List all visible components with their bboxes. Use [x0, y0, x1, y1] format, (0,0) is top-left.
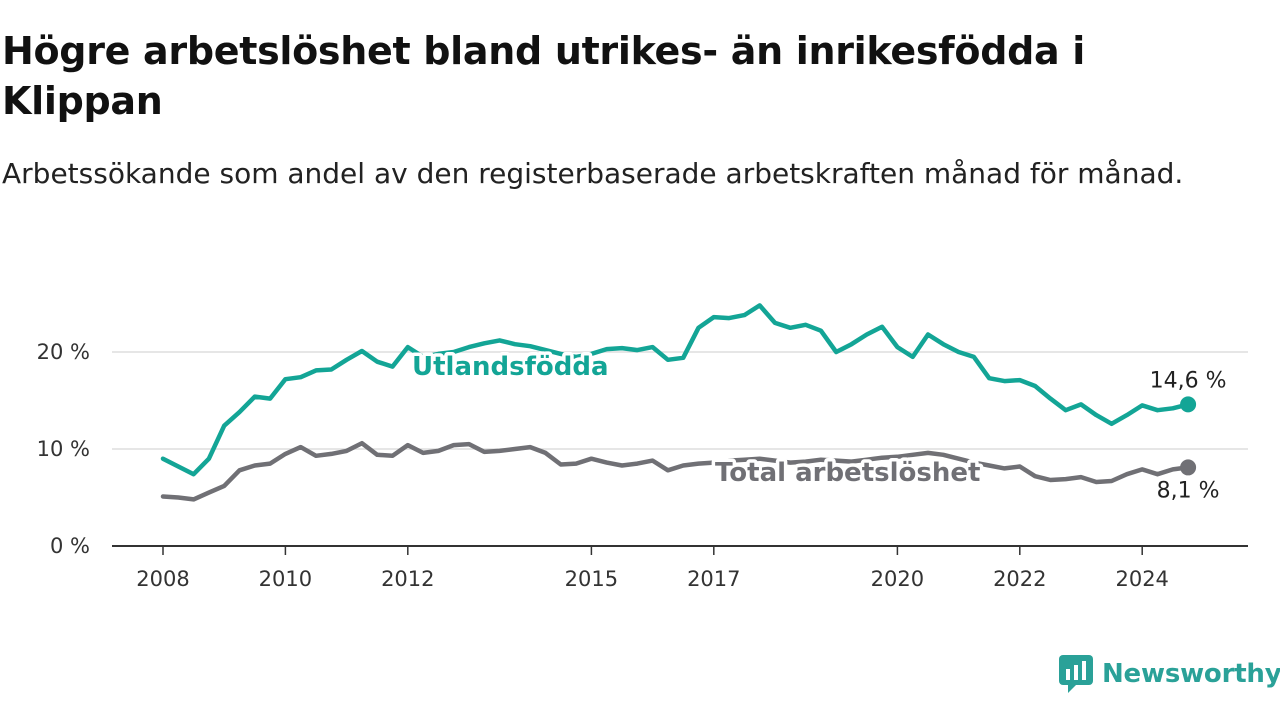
chart-subtitle: Arbetssökande som andel av den registerb…: [2, 157, 1184, 190]
end-markers: 14,6 % 8,1 %: [1150, 368, 1227, 503]
x-tick-label: 2012: [381, 567, 434, 591]
y-tick-label: 0 %: [50, 534, 90, 558]
brand-name: Newsworthy: [1102, 659, 1280, 689]
series-label-1: Total arbetslöshet: [715, 458, 980, 488]
x-tick-label: 2008: [136, 567, 189, 591]
x-tick-label: 2015: [565, 567, 618, 591]
series-line-1: [160, 440, 1191, 502]
series-label-0: Utlandsfödda: [412, 352, 609, 382]
x-tick-label: 2017: [687, 567, 740, 591]
x-tick-label: 2020: [871, 567, 924, 591]
series-lines: [160, 303, 1191, 502]
y-axis-labels: 0 % 10 % 20 %: [37, 340, 90, 558]
x-axis-ticks: 2008 2010 2012 2015 2017 2020 2022 2024: [136, 546, 1169, 591]
newsworthy-brand[interactable]: Newsworthy: [1058, 654, 1280, 694]
x-tick-label: 2022: [993, 567, 1046, 591]
series-label-halo-1: Total arbetslöshet: [715, 458, 980, 488]
end-value-label-1: 8,1 %: [1157, 478, 1220, 503]
series-label-halo-0: Utlandsfödda: [412, 352, 609, 382]
end-point-marker-1: [1180, 459, 1197, 476]
end-value-label-0: 14,6 %: [1150, 368, 1227, 393]
end-point-marker-0: [1180, 396, 1197, 413]
series-line-0: [160, 303, 1191, 477]
x-tick-label: 2010: [259, 567, 312, 591]
newsworthy-logo-icon: [1059, 655, 1093, 693]
chart-title: Högre arbetslöshet bland utrikes- än inr…: [2, 29, 1085, 123]
x-tick-label: 2024: [1115, 567, 1168, 591]
y-tick-label: 20 %: [37, 340, 90, 364]
y-tick-label: 10 %: [37, 437, 90, 461]
gridlines: [112, 351, 1248, 450]
